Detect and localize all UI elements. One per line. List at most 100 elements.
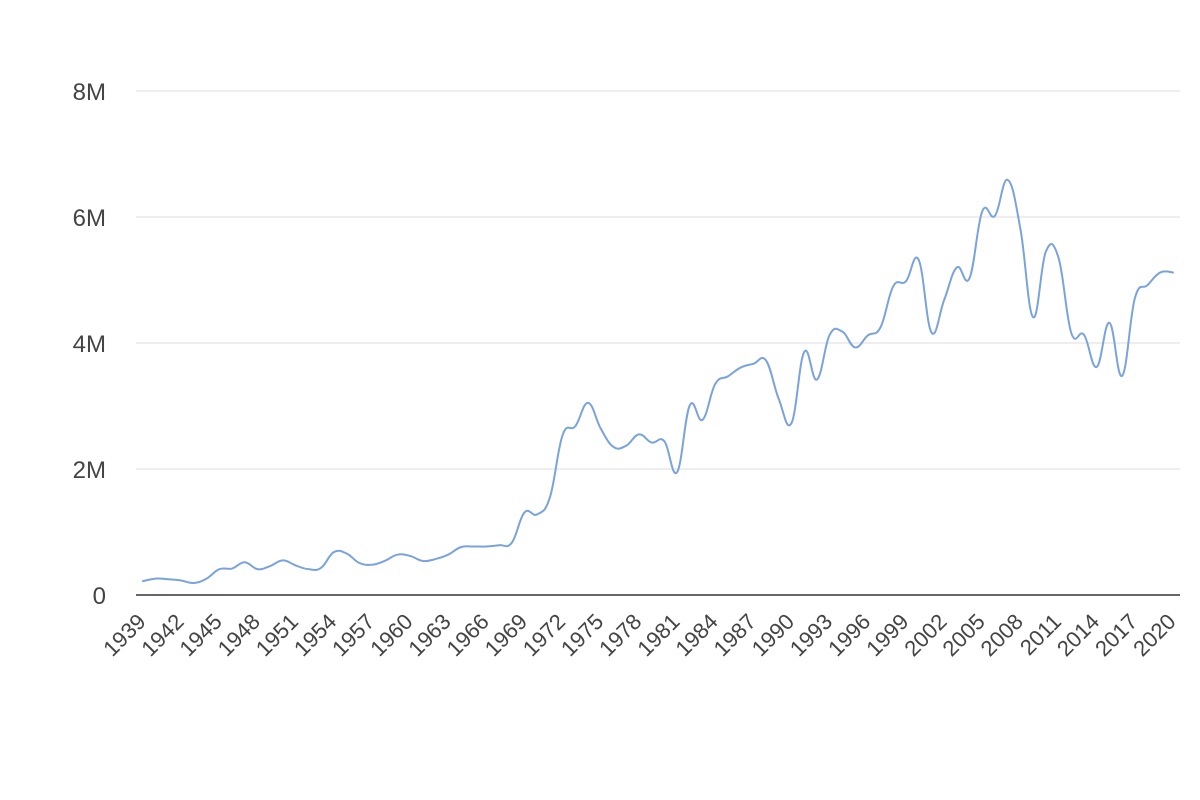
y-tick-label: 6M: [73, 205, 106, 232]
data-point-1951: [293, 562, 299, 568]
data-point-1990: [789, 420, 795, 426]
data-point-1966: [483, 543, 489, 549]
data-point-1955: [343, 550, 349, 556]
data-point-1943: [191, 580, 197, 586]
data-point-1941: [165, 576, 171, 582]
data-point-1959: [394, 552, 400, 558]
data-point-2012: [1068, 330, 1074, 336]
data-point-1961: [420, 558, 426, 564]
x-tick-label: 1975: [556, 609, 608, 661]
data-point-1960: [407, 553, 413, 559]
y-tick-label: 4M: [73, 331, 106, 358]
data-point-1992: [814, 377, 820, 383]
data-point-2002: [941, 297, 947, 303]
data-point-2000: [916, 257, 922, 263]
data-point-2008: [1017, 226, 1023, 232]
x-tick-label: 2011: [1015, 609, 1066, 660]
data-point-1946: [229, 566, 235, 572]
x-tick-label: 1954: [289, 609, 341, 661]
data-point-2011: [1056, 255, 1062, 261]
series-line-0: [142, 178, 1174, 585]
data-point-1945: [216, 566, 222, 572]
data-point-1996: [865, 332, 871, 338]
data-point-1944: [204, 576, 210, 582]
x-tick-label: 1978: [594, 609, 646, 661]
data-point-2014: [1094, 364, 1100, 370]
data-point-1942: [178, 578, 184, 584]
data-point-1965: [471, 543, 477, 549]
data-point-1997: [878, 324, 884, 330]
x-tick-label: 1945: [175, 609, 227, 661]
data-point-1969: [521, 509, 527, 515]
data-point-1978: [636, 431, 642, 437]
data-point-1972: [560, 432, 566, 438]
data-point-2020: [1170, 269, 1176, 275]
data-point-2015: [1106, 320, 1112, 326]
data-point-2001: [928, 329, 934, 335]
data-point-2003: [954, 264, 960, 270]
x-tick-label: 1963: [403, 609, 455, 661]
data-point-1995: [852, 344, 858, 350]
y-tick-label: 2M: [73, 457, 106, 484]
x-tick-label: 1969: [480, 609, 532, 661]
x-tick-label: 1957: [327, 609, 379, 661]
data-point-1973: [572, 423, 578, 429]
data-point-2013: [1081, 332, 1087, 338]
data-point-1983: [700, 417, 706, 423]
data-point-1952: [305, 566, 311, 572]
data-point-1993: [827, 332, 833, 338]
data-point-1968: [509, 540, 515, 546]
data-point-1980: [661, 438, 667, 444]
data-point-1982: [687, 402, 693, 408]
data-point-1962: [432, 556, 438, 562]
data-point-1985: [725, 373, 731, 379]
data-point-1991: [801, 349, 807, 355]
x-tick-label: 1960: [365, 609, 417, 661]
data-point-1963: [445, 552, 451, 558]
grid-lines: [136, 90, 1180, 470]
data-point-1964: [458, 544, 464, 550]
data-point-2005: [979, 208, 985, 214]
data-point-1989: [776, 396, 782, 402]
data-point-1976: [610, 444, 616, 450]
series-layer: [142, 178, 1176, 586]
y-axis-tick-labels: 0 2M 4M 6M 8M: [73, 79, 106, 610]
data-point-1957: [369, 562, 375, 568]
x-tick-label: 2005: [938, 609, 990, 661]
x-tick-label: 1987: [709, 609, 761, 661]
data-point-1994: [839, 329, 845, 335]
x-tick-label: 1939: [98, 609, 150, 661]
x-tick-label: 1942: [136, 609, 188, 661]
data-point-1949: [267, 563, 273, 569]
data-point-2017: [1132, 295, 1138, 301]
data-point-1998: [890, 283, 896, 289]
x-tick-label: 2020: [1128, 609, 1180, 661]
data-point-1948: [254, 566, 260, 572]
y-tick-label: 0: [93, 583, 106, 610]
data-point-2018: [1145, 282, 1151, 288]
x-tick-label: 2017: [1090, 609, 1142, 661]
data-point-1940: [153, 576, 159, 582]
data-point-1988: [763, 358, 769, 364]
data-point-1974: [585, 400, 591, 406]
x-tick-label: 1966: [442, 609, 494, 661]
data-point-2004: [967, 275, 973, 281]
data-point-1967: [496, 542, 502, 548]
x-tick-label: 1990: [747, 609, 799, 661]
data-point-1953: [318, 565, 324, 571]
data-point-1970: [534, 511, 540, 517]
x-axis-tick-labels: 1939194219451948195119541957196019631966…: [98, 609, 1180, 661]
data-point-1950: [280, 557, 286, 563]
data-point-2010: [1043, 249, 1049, 255]
data-point-2016: [1119, 373, 1125, 379]
x-tick-label: 1996: [823, 609, 875, 661]
data-point-2009: [1030, 314, 1036, 320]
data-point-1984: [712, 381, 718, 387]
data-point-2019: [1157, 269, 1163, 275]
x-tick-label: 2008: [976, 609, 1028, 661]
data-point-1958: [382, 558, 388, 564]
data-point-1971: [547, 494, 553, 500]
x-tick-label: 1993: [785, 609, 837, 661]
